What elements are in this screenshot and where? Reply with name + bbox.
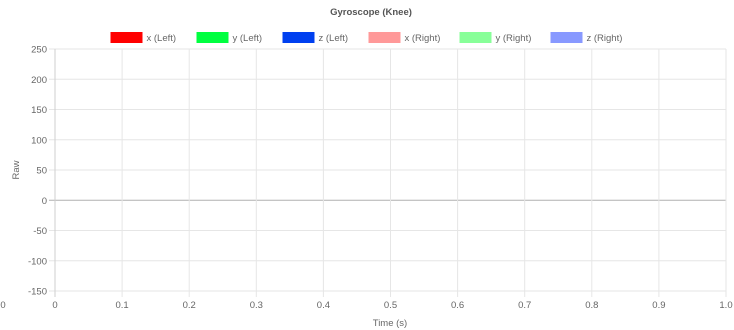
x-tick-label: 0.1: [115, 300, 128, 311]
legend-label: y (Right): [496, 33, 532, 44]
legend-item[interactable]: y (Right): [459, 32, 532, 44]
y-tick-label: 150: [31, 105, 47, 116]
legend-item[interactable]: y (Left): [196, 32, 263, 44]
x-tick-label: 0: [52, 300, 57, 311]
legend-swatch: [282, 32, 315, 43]
y-tick-label: -100: [28, 256, 47, 267]
legend-label: z (Left): [319, 33, 349, 44]
legend-swatch: [196, 32, 229, 43]
legend-label: x (Left): [147, 33, 177, 44]
x-tick-label: 0.7: [518, 300, 531, 311]
x-tick-label: 0.2: [183, 300, 196, 311]
legend-swatch: [368, 32, 401, 43]
legend-label: y (Left): [233, 33, 263, 44]
chart-title: Gyroscope (Knee): [330, 7, 412, 18]
legend-item[interactable]: x (Left): [110, 32, 177, 44]
legend-swatch: [459, 32, 492, 43]
x-tick-label: 0.8: [585, 300, 598, 311]
y-tick-label: -150: [28, 287, 47, 298]
y-tick-label: -50: [33, 226, 47, 237]
x-axis-ticks: 0 0.1 0.2 0.3 0.4 0.5 0.6 0.7 0.8 0.9 1.0 0: [0, 300, 732, 311]
x-tick-label: 0.3: [250, 300, 263, 311]
legend-item[interactable]: z (Right): [550, 32, 623, 44]
legend-swatch: [110, 32, 143, 43]
x-tick-label: 0.6: [451, 300, 464, 311]
y-tick-label: 50: [36, 166, 47, 177]
legend: x (Left) y (Left) z (Left) x (Right) y (Righ…: [110, 32, 623, 44]
x-tick-label: 1.0: [719, 300, 732, 311]
legend-item[interactable]: z (Left): [282, 32, 349, 44]
y-axis-ticks: 250 200 150 100 50 0 -50 -100 -150: [28, 45, 47, 298]
x-axis-label: Time (s): [373, 318, 407, 329]
y-tick-label: 200: [31, 75, 47, 86]
x-tick-label-extra: 0: [0, 300, 5, 311]
y-tick-label: 250: [31, 45, 47, 56]
y-tick-label: 0: [42, 196, 47, 207]
x-tick-label: 0.4: [317, 300, 330, 311]
x-tick-label: 0.5: [384, 300, 397, 311]
legend-label: x (Right): [405, 33, 441, 44]
x-tick-label: 0.9: [652, 300, 665, 311]
y-tick-label: 100: [31, 135, 47, 146]
legend-item[interactable]: x (Right): [368, 32, 441, 44]
legend-swatch: [550, 32, 583, 43]
legend-label: z (Right): [587, 33, 623, 44]
grid: [49, 48, 727, 297]
y-axis-label: Raw: [11, 160, 22, 179]
